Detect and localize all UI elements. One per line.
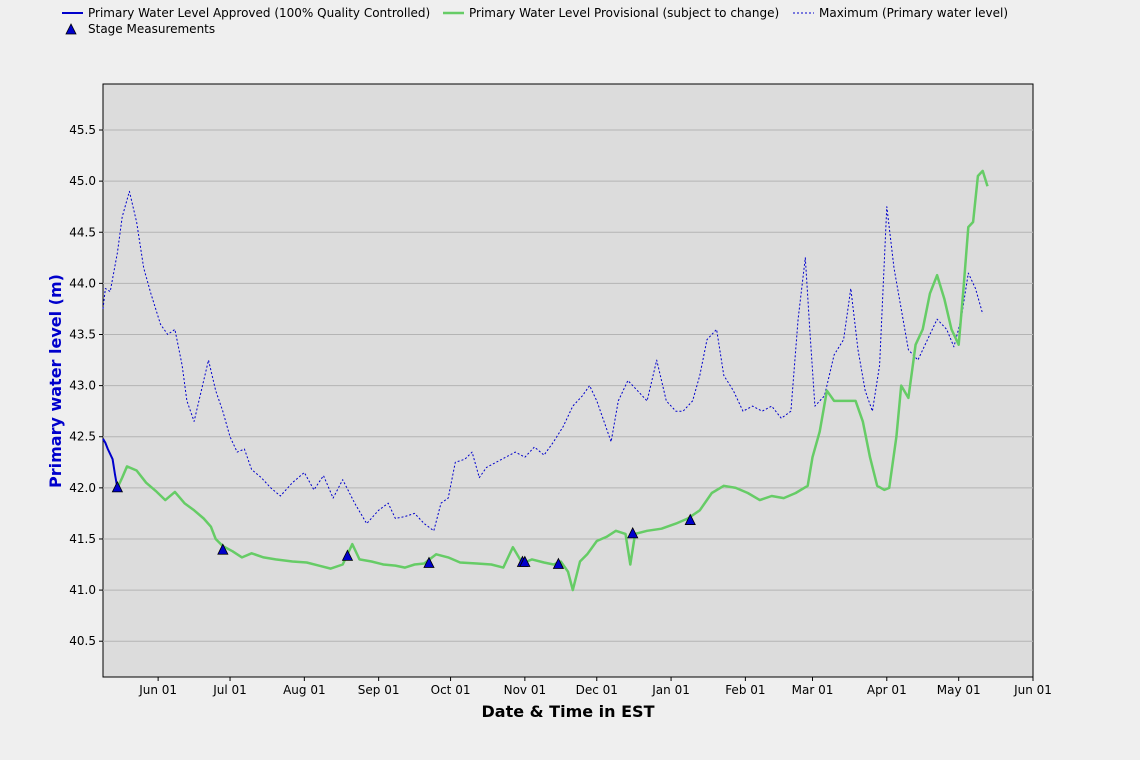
y-tick-label: 41.0	[69, 583, 96, 597]
stage-measurement-marker	[519, 555, 531, 567]
y-tick-label: 42.0	[69, 481, 96, 495]
legend: Primary Water Level Approved (100% Quali…	[62, 6, 1008, 36]
series-maximum-line	[102, 190, 984, 532]
gridlines	[103, 129, 1033, 642]
series-approved-line	[102, 438, 119, 489]
x-axis: Jun 01 Jul 01 Aug 01 Sep 01 Oct 01 Nov 01 Dec …	[138, 677, 1052, 697]
legend-label-approved: Primary Water Level Approved (100% Quali…	[88, 6, 430, 20]
stage-measurement-marker	[552, 557, 565, 569]
y-tick-label: 40.5	[69, 634, 96, 648]
x-tick-label: Dec 01	[576, 683, 618, 697]
x-tick-label: Apr 01	[867, 683, 907, 697]
y-tick-label: 43.5	[69, 327, 96, 341]
y-tick-label: 44.5	[69, 225, 96, 239]
x-tick-label: Feb 01	[725, 683, 765, 697]
y-axis: 40.5 41.0 41.5 42.0 42.5 43.0 43.5 44.0 44.5 45.0…	[69, 123, 103, 648]
x-tick-label: Nov 01	[504, 683, 547, 697]
x-tick-label: Jul 01	[212, 683, 247, 697]
legend-label-stage-measurements: Stage Measurements	[88, 22, 215, 36]
stage-measurement-marker	[423, 556, 435, 568]
stage-measurement-marker	[341, 549, 354, 561]
legend-label-maximum: Maximum (Primary water level)	[819, 6, 1008, 20]
y-tick-label: 45.5	[69, 123, 96, 137]
y-tick-label: 42.5	[69, 430, 96, 444]
legend-swatch-stage-measurements	[65, 23, 77, 35]
x-tick-label: Mar 01	[792, 683, 834, 697]
x-tick-label: Oct 01	[431, 683, 471, 697]
y-tick-label: 44.0	[69, 276, 96, 290]
x-tick-label: May 01	[937, 683, 981, 697]
legend-label-provisional: Primary Water Level Provisional (subject…	[469, 6, 779, 20]
plot-area	[102, 83, 1034, 678]
x-tick-label: Jun 01	[1013, 683, 1052, 697]
series-layer	[102, 169, 989, 592]
stage-measurement-marker	[111, 480, 124, 493]
x-axis-title: Date & Time in EST	[482, 702, 655, 721]
stage-measurement-marker	[217, 543, 229, 555]
x-tick-label: Sep 01	[358, 683, 400, 697]
x-tick-label: Jan 01	[651, 683, 690, 697]
x-tick-label: Aug 01	[283, 683, 326, 697]
y-tick-label: 41.5	[69, 532, 96, 546]
y-axis-title: Primary water level (m)	[46, 274, 65, 488]
stage-measurement-marker	[684, 513, 696, 525]
series-provisional-line	[116, 169, 989, 592]
stage-measurement-marker	[627, 526, 639, 539]
y-tick-label: 45.0	[69, 174, 96, 188]
y-tick-label: 43.0	[69, 379, 96, 393]
x-tick-label: Jun 01	[138, 683, 177, 697]
